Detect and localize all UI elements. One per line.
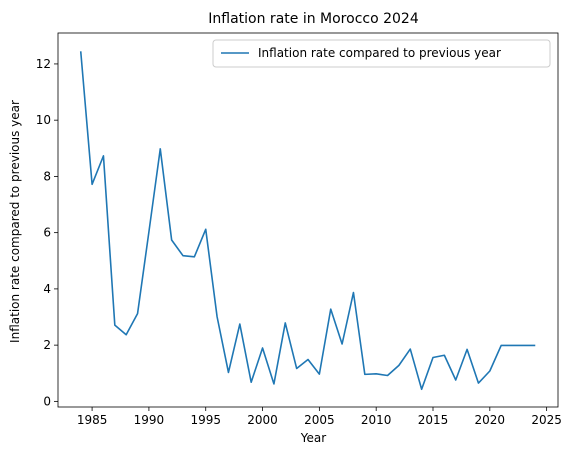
x-tick-label: 1995 bbox=[190, 413, 221, 427]
chart-title: Inflation rate in Morocco 2024 bbox=[208, 11, 419, 27]
legend: Inflation rate compared to previous year bbox=[212, 39, 551, 68]
legend-box bbox=[212, 39, 551, 68]
x-tick-label: 2020 bbox=[475, 413, 506, 427]
legend-label: Inflation rate compared to previous year bbox=[258, 46, 501, 60]
plot-frame bbox=[57, 32, 559, 408]
y-tick-label: 6 bbox=[43, 226, 51, 240]
y-tick-label: 8 bbox=[43, 169, 51, 183]
y-tick-label: 2 bbox=[43, 338, 51, 352]
x-axis-label: Year bbox=[300, 431, 326, 445]
x-tick-label: 1985 bbox=[77, 413, 108, 427]
x-tick-label: 2015 bbox=[418, 413, 449, 427]
x-tick-label: 2025 bbox=[531, 413, 562, 427]
x-tick-label: 1990 bbox=[134, 413, 165, 427]
x-tick-label: 2000 bbox=[247, 413, 278, 427]
y-axis-label: Inflation rate compared to previous year bbox=[8, 100, 22, 343]
y-tick-label: 10 bbox=[36, 113, 51, 127]
series-line bbox=[79, 51, 536, 391]
y-tick-label: 12 bbox=[36, 57, 51, 71]
y-tick-label: 4 bbox=[43, 282, 51, 296]
x-tick-label: 2005 bbox=[304, 413, 335, 427]
x-tick-label: 2010 bbox=[361, 413, 392, 427]
y-tick-label: 0 bbox=[43, 394, 51, 408]
plot-area: 1985 1990 1995 2000 2005 2010 2015 2020 2025 0 2 4 6… bbox=[36, 32, 562, 427]
